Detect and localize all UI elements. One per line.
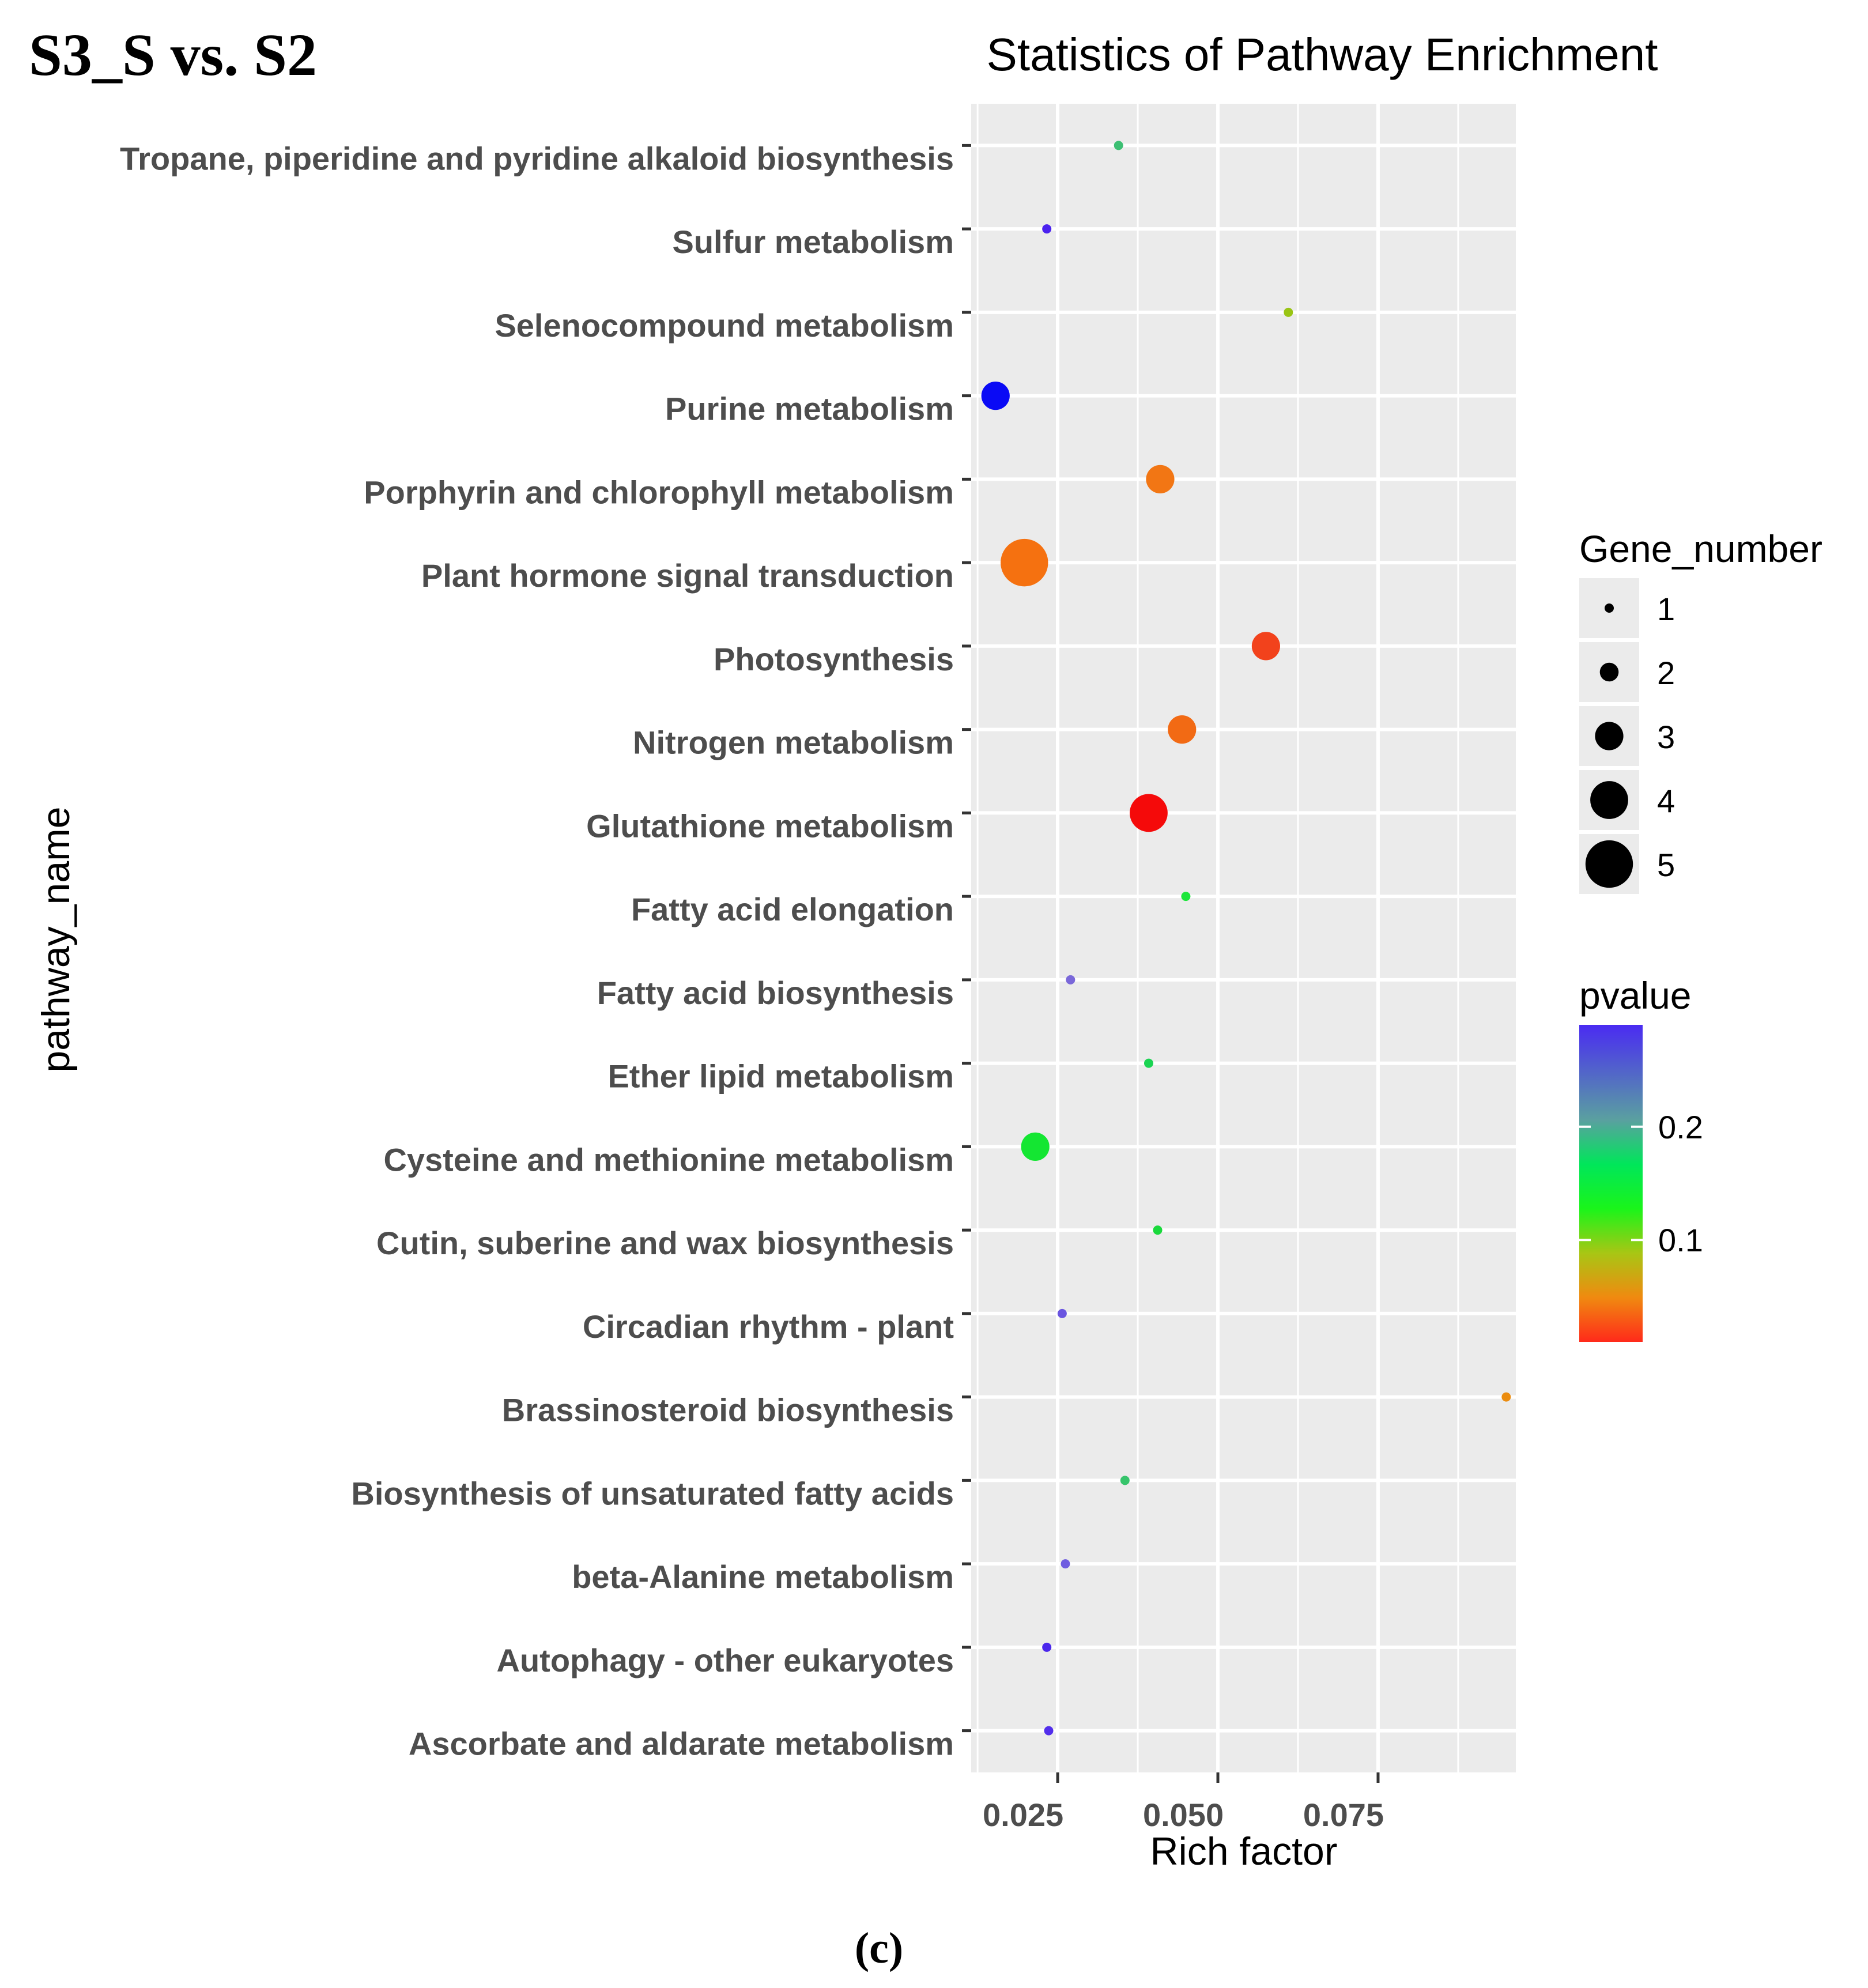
data-point [1146,465,1175,493]
data-point [1181,892,1191,901]
pathway-label: Photosynthesis [714,641,954,677]
y-tick-labels: Tropane, piperidine and pyridine alkaloi… [120,140,954,1761]
pathway-label: Cysteine and methionine metabolism [383,1141,954,1178]
data-points [981,141,1511,1736]
data-point [1042,224,1052,234]
color-legend-ticks: 0.2 0.1 [1579,1109,1703,1258]
data-point [1153,1225,1163,1235]
pathway-label: Nitrogen metabolism [633,725,954,761]
data-point [1120,1476,1130,1485]
pathway-label: Tropane, piperidine and pyridine alkaloi… [120,140,954,176]
plot-panel [971,104,1516,1772]
pathway-label: Circadian rhythm - plant [583,1308,954,1345]
y-tick-marks [962,144,971,1733]
x-axis-label: Rich factor [1150,1829,1338,1873]
data-point [1114,141,1123,150]
data-point [1057,1308,1067,1318]
data-point [1021,1132,1050,1161]
pathway-label: Purine metabolism [665,391,954,427]
data-point [1144,1058,1153,1068]
panel-title: S3_S vs. S2 [29,22,317,88]
color-legend-title: pvalue [1579,974,1692,1017]
panel-label: (c) [855,1924,903,1972]
pathway-label: Glutathione metabolism [586,808,954,844]
pathway-label: Fatty acid biosynthesis [597,975,954,1011]
data-point [1501,1392,1511,1402]
pathway-label: Autophagy - other eukaryotes [497,1642,954,1678]
data-point [1130,794,1168,832]
grid-lines [971,104,1516,1772]
data-point [1066,975,1075,984]
pathway-label: Ether lipid metabolism [607,1058,954,1095]
data-point [981,382,1010,410]
color-tick-label: 0.2 [1658,1109,1703,1145]
data-point [1042,1642,1052,1652]
data-point [1061,1559,1070,1569]
y-axis-label: pathway_name [34,806,78,1072]
size-legend-dot [1605,603,1614,613]
size-legend-dot [1599,662,1619,682]
size-legend: 1 2 3 4 5 [1579,578,1675,894]
color-tick-label: 0.1 [1658,1222,1703,1258]
pathway-label: Porphyrin and chlorophyll metabolism [364,474,954,510]
x-tick-label: 0.050 [1143,1797,1224,1833]
data-point [1284,307,1293,317]
size-legend-dot [1595,722,1624,750]
chart-title: Statistics of Pathway Enrichment [987,29,1658,80]
pathway-label: Fatty acid elongation [631,891,954,927]
pathway-label: Sulfur metabolism [672,224,954,260]
x-ticks: 0.025 0.050 0.075 [983,1772,1384,1833]
pathway-label: beta-Alanine metabolism [572,1559,954,1595]
size-legend-label: 2 [1657,655,1675,691]
pathway-label: Selenocompound metabolism [495,307,954,344]
data-point [1001,538,1048,587]
size-legend-label: 4 [1657,783,1675,819]
pathway-label: Ascorbate and aldarate metabolism [409,1726,954,1762]
size-legend-dot [1585,840,1633,888]
color-bar [1579,1025,1643,1342]
data-point [1044,1726,1054,1736]
x-tick-label: 0.075 [1303,1797,1384,1833]
pathway-label: Biosynthesis of unsaturated fatty acids [351,1475,954,1511]
pathway-label: Plant hormone signal transduction [421,557,954,594]
size-legend-label: 5 [1657,847,1675,883]
pathway-label: Brassinosteroid biosynthesis [502,1392,954,1428]
size-legend-title: Gene_number [1579,527,1822,570]
x-tick-label: 0.025 [983,1797,1063,1833]
data-point [1168,715,1197,744]
pathway-label: Cutin, suberine and wax biosynthesis [376,1225,954,1261]
size-legend-dot [1590,781,1628,819]
size-legend-label: 1 [1657,591,1675,627]
size-legend-label: 3 [1657,719,1675,755]
data-point [1251,632,1281,661]
